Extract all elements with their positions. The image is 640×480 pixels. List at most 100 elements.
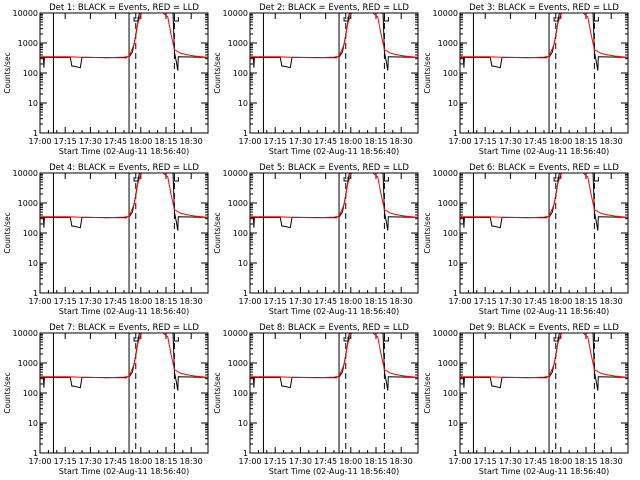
y-tick-label: 10000 xyxy=(223,329,248,338)
x-tick-label: 17:30 xyxy=(499,297,522,306)
series-lld xyxy=(40,13,208,59)
plot-frame xyxy=(249,12,419,134)
interval-marker xyxy=(593,177,599,182)
series-events xyxy=(592,13,628,71)
x-axis-label: Start Time (02-Aug-11 18:56:40) xyxy=(59,147,190,156)
plot-frame xyxy=(39,12,209,134)
y-tick-label: 1000 xyxy=(228,199,248,208)
x-tick-label: 17:00 xyxy=(448,137,471,146)
x-tick-label: 17:30 xyxy=(79,137,102,146)
x-tick-label: 17:45 xyxy=(524,457,547,466)
y-tick-label: 1000 xyxy=(18,39,38,48)
y-tick-label: 1000 xyxy=(18,359,38,368)
series-group xyxy=(460,173,628,231)
y-tick-label: 10000 xyxy=(13,9,38,18)
x-tick-label: 17:15 xyxy=(474,297,497,306)
x-tick-label: 18:15 xyxy=(154,297,177,306)
panel-det-3: 1 10 100 1000 10000 17:00 17:15 17:30 17:45 18:00… xyxy=(423,3,629,156)
plot-frame xyxy=(39,332,209,454)
y-tick-label: 100 xyxy=(233,389,248,398)
series-lld xyxy=(250,173,418,219)
y-tick-label: 1 xyxy=(453,449,458,458)
plot-title: Det 9: BLACK = Events, RED = LLD xyxy=(469,323,619,333)
y-tick-label: 100 xyxy=(23,229,38,238)
x-tick-label: 18:30 xyxy=(390,297,413,306)
x-tick-label: 17:30 xyxy=(499,457,522,466)
x-tick-label: 18:30 xyxy=(600,457,623,466)
y-tick-label: 1 xyxy=(453,129,458,138)
plot-frame xyxy=(39,172,209,294)
series-events xyxy=(172,333,208,391)
y-axis-label: Counts/sec xyxy=(423,372,432,413)
y-axis-label: Counts/sec xyxy=(423,212,432,253)
y-axis-label: Counts/sec xyxy=(423,52,432,93)
x-tick-label: 17:45 xyxy=(524,297,547,306)
x-tick-label: 17:15 xyxy=(474,137,497,146)
y-tick-label: 10 xyxy=(28,419,38,428)
y-tick-label: 1000 xyxy=(18,199,38,208)
x-tick-label: 17:30 xyxy=(289,297,312,306)
y-axis-label: Counts/sec xyxy=(213,52,222,93)
x-tick-label: 17:15 xyxy=(264,297,287,306)
series-events xyxy=(592,173,628,231)
x-tick-label: 18:15 xyxy=(364,457,387,466)
y-tick-label: 100 xyxy=(233,229,248,238)
panel-det-6: 1 10 100 1000 10000 17:00 17:15 17:30 17:45 18:00… xyxy=(423,163,629,316)
x-tick-label: 17:15 xyxy=(264,457,287,466)
x-tick-label: 18:00 xyxy=(339,297,362,306)
y-axis-label: Counts/sec xyxy=(3,52,12,93)
x-tick-label: 18:30 xyxy=(180,137,203,146)
x-tick-label: 18:15 xyxy=(364,297,387,306)
plot-title: Det 7: BLACK = Events, RED = LLD xyxy=(49,323,199,333)
x-tick-label: 18:00 xyxy=(339,457,362,466)
y-tick-label: 10000 xyxy=(223,9,248,18)
plot-title: Det 4: BLACK = Events, RED = LLD xyxy=(49,163,199,173)
x-tick-label: 17:00 xyxy=(28,457,51,466)
panel-det-7: 1 10 100 1000 10000 17:00 17:15 17:30 17:45 18:00… xyxy=(3,323,209,476)
y-tick-label: 100 xyxy=(443,389,458,398)
x-axis-label: Start Time (02-Aug-11 18:56:40) xyxy=(269,467,400,476)
x-tick-label: 18:00 xyxy=(129,137,152,146)
x-tick-label: 18:00 xyxy=(549,297,572,306)
series-events xyxy=(172,173,208,231)
y-tick-label: 100 xyxy=(443,229,458,238)
y-tick-label: 10 xyxy=(448,99,458,108)
y-tick-label: 100 xyxy=(23,389,38,398)
plot-title: Det 8: BLACK = Events, RED = LLD xyxy=(259,323,409,333)
interval-marker xyxy=(173,177,179,182)
series-group xyxy=(250,13,418,71)
series-events xyxy=(172,13,208,71)
series-events xyxy=(382,13,418,71)
x-tick-label: 18:30 xyxy=(180,297,203,306)
series-events xyxy=(382,173,418,231)
series-lld xyxy=(40,333,208,379)
y-tick-label: 10000 xyxy=(433,329,458,338)
plot-title: Det 2: BLACK = Events, RED = LLD xyxy=(259,3,409,13)
x-tick-label: 17:45 xyxy=(314,137,337,146)
y-tick-label: 1 xyxy=(33,129,38,138)
x-axis-label: Start Time (02-Aug-11 18:56:40) xyxy=(269,147,400,156)
x-tick-label: 17:45 xyxy=(104,137,127,146)
x-tick-label: 17:00 xyxy=(238,457,261,466)
x-tick-label: 18:30 xyxy=(180,457,203,466)
series-group xyxy=(250,333,418,391)
x-axis-label: Start Time (02-Aug-11 18:56:40) xyxy=(59,467,190,476)
plot-frame xyxy=(459,172,629,294)
x-tick-label: 17:45 xyxy=(104,457,127,466)
x-tick-label: 18:15 xyxy=(574,297,597,306)
x-tick-label: 17:15 xyxy=(54,457,77,466)
x-tick-label: 17:30 xyxy=(289,457,312,466)
y-tick-label: 10 xyxy=(448,419,458,428)
y-tick-label: 1 xyxy=(33,449,38,458)
panel-det-2: 1 10 100 1000 10000 17:00 17:15 17:30 17:45 18:00… xyxy=(213,3,419,156)
plot-title: Det 5: BLACK = Events, RED = LLD xyxy=(259,163,409,173)
plot-title: Det 6: BLACK = Events, RED = LLD xyxy=(469,163,619,173)
panel-det-1: 1 10 100 1000 10000 17:00 17:15 17:30 17:45 18:00… xyxy=(3,3,209,156)
interval-marker xyxy=(593,17,599,22)
y-tick-label: 10 xyxy=(448,259,458,268)
x-tick-label: 17:00 xyxy=(448,457,471,466)
y-tick-label: 10000 xyxy=(223,169,248,178)
y-tick-label: 100 xyxy=(233,69,248,78)
panel-det-9: 1 10 100 1000 10000 17:00 17:15 17:30 17:45 18:00… xyxy=(423,323,629,476)
x-tick-label: 18:00 xyxy=(549,457,572,466)
